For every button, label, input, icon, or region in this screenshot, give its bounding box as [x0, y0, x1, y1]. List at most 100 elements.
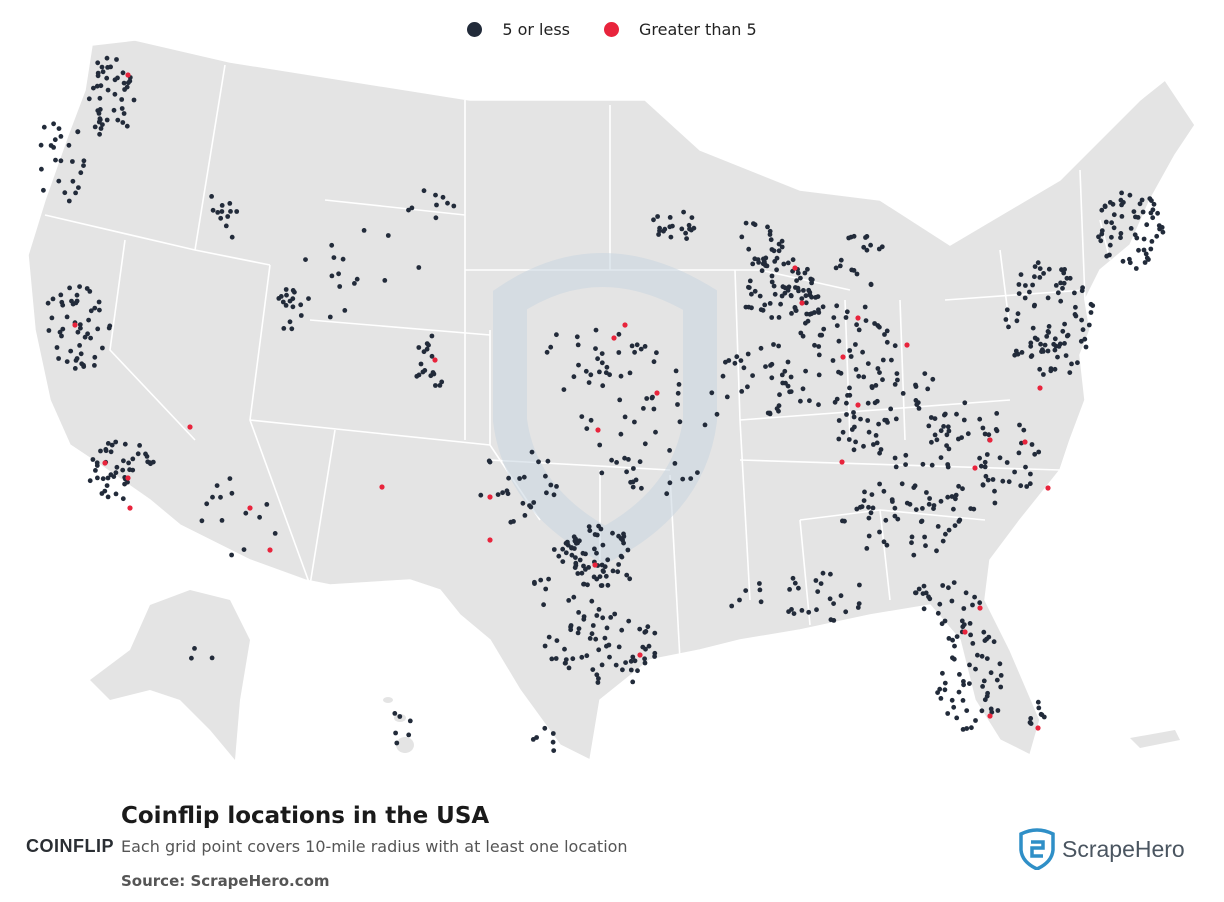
- location-dot-low: [48, 143, 54, 148]
- location-dot-low: [1052, 347, 1058, 353]
- location-dot-low: [926, 423, 932, 429]
- location-dot-low: [628, 667, 634, 673]
- location-dot-low: [767, 301, 773, 306]
- location-dot-low: [714, 411, 720, 417]
- location-dot-low: [771, 342, 776, 347]
- location-dot-low: [575, 571, 581, 576]
- location-dot-low: [1028, 471, 1033, 477]
- location-dot-low: [414, 373, 420, 379]
- location-dot-low: [57, 329, 63, 335]
- location-dot-low: [686, 222, 692, 228]
- location-dot-low: [743, 304, 749, 310]
- location-dot-low: [1012, 352, 1018, 358]
- location-dot-low: [73, 300, 79, 306]
- location-dot-low: [1016, 450, 1022, 456]
- location-dot-low: [951, 506, 956, 512]
- location-dot-low: [1036, 449, 1042, 455]
- location-dot-low: [572, 565, 578, 570]
- location-dot-low: [946, 428, 952, 434]
- location-dot-low: [922, 534, 927, 540]
- location-dot-low: [1078, 338, 1084, 344]
- location-dot-low: [579, 654, 585, 660]
- location-dot-low: [927, 496, 932, 501]
- location-dot-low: [1144, 222, 1150, 228]
- location-dot-low: [600, 383, 606, 389]
- location-dot-high: [267, 547, 273, 553]
- location-dot-low: [851, 268, 857, 273]
- location-dot-low: [264, 502, 270, 507]
- location-dot-low: [594, 672, 600, 678]
- location-dot-low: [74, 292, 80, 298]
- location-dot-low: [709, 390, 715, 396]
- location-dot-low: [337, 284, 343, 289]
- location-dot-high: [432, 357, 438, 363]
- location-dot-low: [1051, 341, 1057, 347]
- location-dot-low: [51, 121, 56, 127]
- location-dot-low: [1012, 469, 1017, 475]
- location-dot-low: [577, 538, 582, 544]
- location-dot-low: [749, 291, 754, 297]
- location-dot-low: [589, 598, 595, 604]
- location-dot-low: [1060, 285, 1065, 291]
- location-dot-low: [1135, 215, 1141, 220]
- location-dot-low: [624, 572, 630, 578]
- location-dot-low: [70, 178, 76, 184]
- location-dot-low: [209, 194, 215, 199]
- location-dot-low: [548, 344, 554, 350]
- location-dot-low: [580, 550, 586, 556]
- location-dot-low: [394, 740, 400, 746]
- location-dot-low: [866, 515, 872, 521]
- location-dot-low: [1030, 282, 1035, 288]
- location-dot-low: [816, 402, 821, 408]
- location-dot-low: [105, 441, 111, 446]
- location-dot-low: [56, 178, 62, 184]
- location-dot-low: [979, 653, 985, 659]
- location-dot-low: [630, 654, 636, 660]
- location-dot-low: [546, 634, 552, 640]
- location-dot-low: [1107, 200, 1113, 205]
- location-dot-low: [1018, 272, 1024, 277]
- location-dot-low: [478, 492, 484, 498]
- location-dot-low: [637, 459, 643, 465]
- location-dot-low: [882, 332, 887, 337]
- location-dot-low: [1041, 714, 1047, 720]
- location-dot-low: [75, 329, 81, 335]
- location-dot-low: [150, 459, 156, 465]
- location-dot-low: [938, 696, 944, 701]
- location-dot-low: [283, 287, 289, 292]
- location-dot-low: [776, 241, 782, 247]
- location-dot-high: [962, 629, 968, 635]
- location-dot-low: [911, 552, 917, 558]
- location-dot-low: [563, 550, 569, 556]
- location-dot-low: [978, 463, 984, 469]
- location-dot-low: [111, 474, 117, 479]
- location-dot-low: [816, 344, 822, 349]
- location-dot-low: [610, 530, 615, 536]
- location-dot-low: [145, 459, 151, 465]
- location-dot-low: [1072, 312, 1078, 317]
- location-dot-low: [592, 546, 597, 552]
- location-dot-low: [229, 552, 235, 558]
- location-dot-low: [656, 232, 661, 237]
- location-dot-low: [210, 494, 215, 500]
- location-dot-low: [873, 433, 879, 438]
- location-dot-low: [595, 680, 601, 685]
- location-dot-low: [1096, 234, 1101, 240]
- location-dot-low: [1146, 257, 1151, 262]
- location-dot-low: [799, 608, 805, 613]
- location-dot-high: [379, 484, 385, 490]
- usa-map: [27, 39, 1196, 762]
- location-dot-low: [782, 290, 788, 296]
- location-dot-high: [487, 494, 493, 500]
- location-dot-low: [932, 416, 938, 421]
- location-dot-low: [654, 350, 659, 356]
- location-dot-low: [772, 291, 778, 297]
- location-dot-low: [844, 309, 850, 315]
- location-dot-low: [73, 190, 78, 196]
- location-dot-low: [923, 543, 928, 549]
- location-dot-low: [676, 382, 682, 387]
- location-dot-low: [50, 296, 56, 302]
- location-dot-low: [1032, 274, 1037, 280]
- location-dot-low: [97, 107, 103, 112]
- location-dot-low: [600, 568, 606, 574]
